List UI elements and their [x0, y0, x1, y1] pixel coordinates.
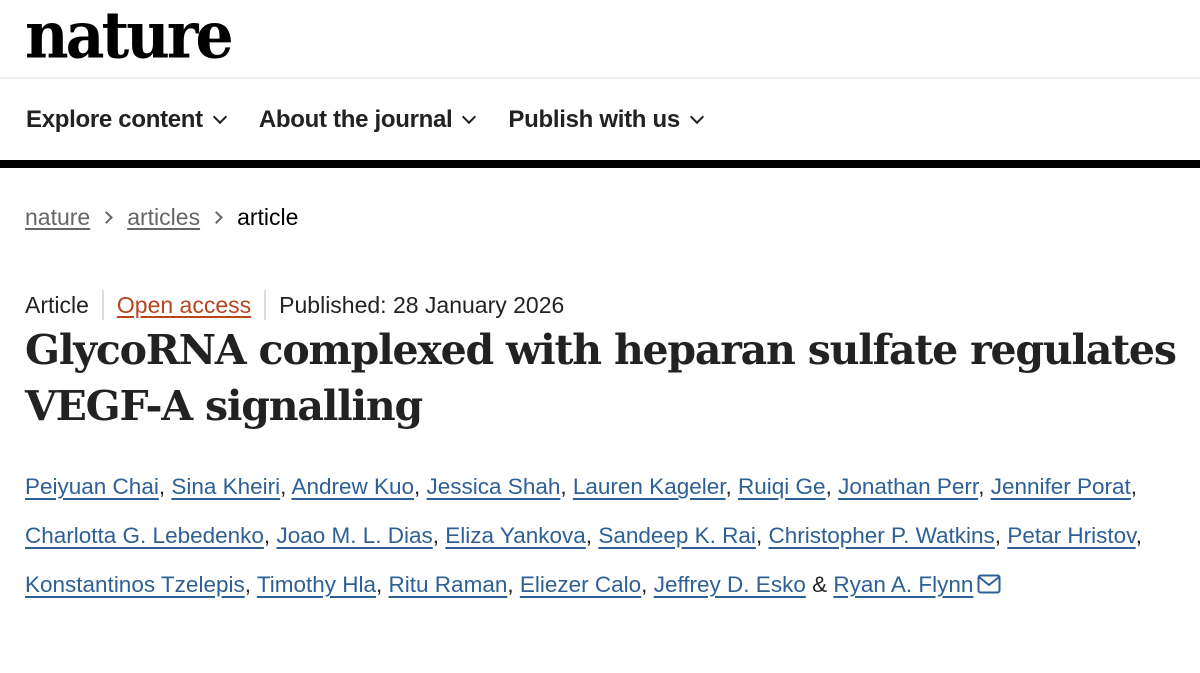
author-link[interactable]: Ryan A. Flynn: [833, 572, 974, 597]
author-link[interactable]: Jeffrey D. Esko: [653, 572, 806, 597]
article-meta: Article Open access Published: 28 Januar…: [25, 290, 564, 320]
nav-label: About the journal: [258, 106, 453, 133]
author-link[interactable]: Peiyuan Chai: [25, 474, 159, 499]
author-link[interactable]: Konstantinos Tzelepis: [25, 572, 245, 597]
open-access-link[interactable]: Open access: [116, 291, 252, 318]
divider: [264, 290, 267, 320]
author-link[interactable]: Christopher P. Watkins: [768, 523, 995, 548]
chevron-right-icon: [210, 211, 223, 224]
author-link[interactable]: Eliezer Calo: [519, 572, 642, 597]
author-link[interactable]: Eliza Yankova: [445, 523, 586, 548]
author-link[interactable]: Jennifer Porat: [990, 474, 1131, 499]
nav-label: Explore content: [26, 106, 203, 133]
author-link[interactable]: Sina Kheiri: [171, 474, 281, 499]
author-conjunction: &: [812, 572, 828, 597]
header-bar: [0, 160, 1200, 168]
nature-logo[interactable]: nature: [25, 0, 234, 74]
main-nav: Explore content About the journal Publis…: [26, 106, 736, 134]
chevron-down-icon: [212, 109, 227, 125]
author-link[interactable]: Joao M. L. Dias: [276, 523, 433, 548]
chevron-down-icon: [689, 109, 705, 125]
divider: [0, 77, 1200, 79]
nav-label: Publish with us: [508, 106, 680, 133]
breadcrumb-articles[interactable]: articles: [127, 204, 201, 230]
published-date: Published: 28 January 2026: [279, 291, 565, 318]
author-link[interactable]: Jonathan Perr: [838, 474, 979, 499]
author-link[interactable]: Timothy Hla: [256, 572, 377, 597]
author-link[interactable]: Andrew Kuo: [291, 474, 415, 499]
author-link[interactable]: Sandeep K. Rai: [598, 523, 756, 548]
breadcrumb-nature[interactable]: nature: [25, 204, 91, 230]
author-link[interactable]: Lauren Kageler: [572, 474, 726, 499]
author-link[interactable]: Ruiqi Ge: [738, 474, 826, 499]
nav-about-journal[interactable]: About the journal: [258, 106, 477, 134]
nav-publish[interactable]: Publish with us: [508, 106, 705, 134]
breadcrumb: nature articles article: [25, 204, 298, 231]
author-link[interactable]: Petar Hristov: [1007, 523, 1136, 548]
article-title: GlycoRNA complexed with heparan sulfate …: [25, 326, 1177, 430]
article-type: Article: [25, 291, 89, 318]
nav-explore-content[interactable]: Explore content: [26, 106, 227, 134]
breadcrumb-current: article: [237, 204, 299, 230]
divider: [101, 290, 104, 320]
author-link[interactable]: Ritu Raman: [388, 572, 508, 597]
chevron-right-icon: [100, 211, 114, 224]
chevron-down-icon: [462, 109, 477, 125]
author-link[interactable]: Charlotta G. Lebedenko: [25, 523, 264, 548]
author-list: Peiyuan Chai, Sina Kheiri, Andrew Kuo, J…: [25, 462, 1185, 611]
author-link[interactable]: Jessica Shah: [426, 474, 561, 499]
mail-icon[interactable]: [977, 562, 1001, 611]
